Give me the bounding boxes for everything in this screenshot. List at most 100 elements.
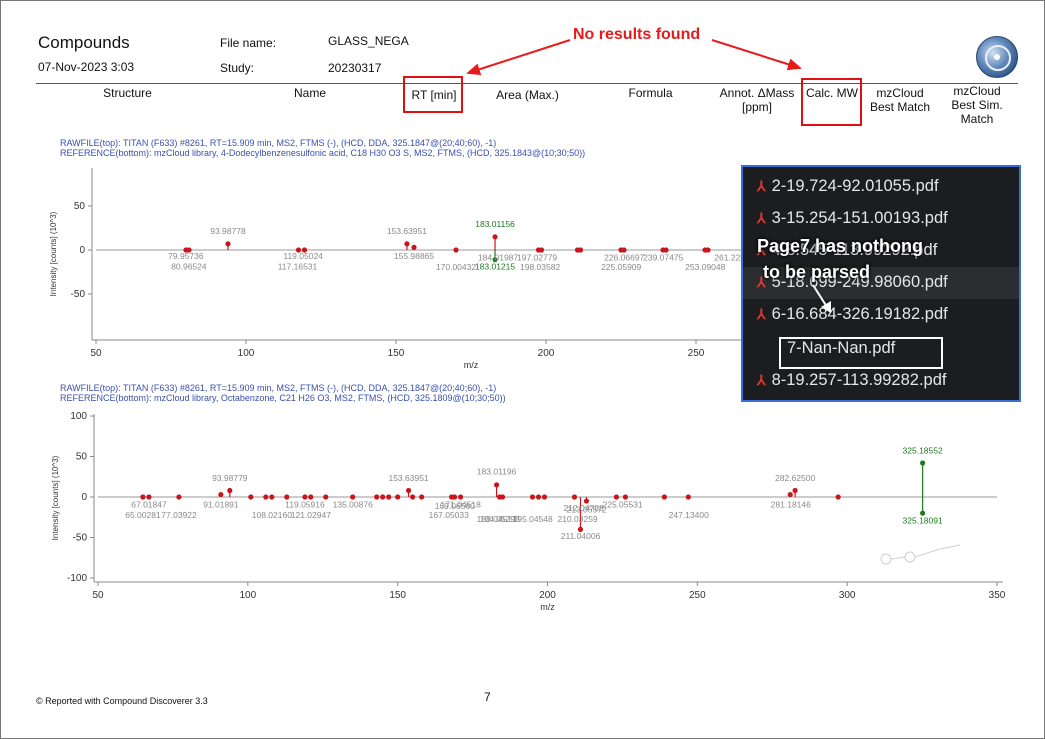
peak-point <box>663 247 669 253</box>
x-axis-label: m/z <box>464 360 479 370</box>
footer-credit: © Reported with Compound Discoverer 3.3 <box>36 696 208 706</box>
structure-chain <box>939 544 961 550</box>
structure-ring <box>880 553 892 565</box>
peak-point <box>263 494 269 500</box>
peak-label: 77.03922 <box>161 510 197 520</box>
peak-point <box>920 460 926 466</box>
peak-label: 135.00876 <box>333 500 373 510</box>
pdf-file-item[interactable]: ⅄7-Nan-Nan.pdf <box>787 339 895 358</box>
col-formula: Formula <box>628 86 673 100</box>
y-tick-label: -50 <box>73 533 88 544</box>
col-structure: Structure <box>103 86 152 100</box>
structure-ring <box>904 551 916 563</box>
peak-label: 169.06560 <box>435 501 475 511</box>
peak-label: 80.96524 <box>171 261 207 271</box>
calc-mw-highlight-box <box>801 78 862 126</box>
peak-label: 183.01156 <box>475 219 515 229</box>
peak-label: 67.01847 <box>131 500 167 510</box>
peak-point <box>140 494 146 500</box>
pdf-file-name: 6-16.684-326.19182.pdf <box>771 305 948 323</box>
peak-point <box>492 234 498 240</box>
peak-point <box>301 247 308 253</box>
peak-label: 117.16531 <box>278 261 318 271</box>
peak-point <box>308 494 314 500</box>
peak-point <box>395 494 401 500</box>
peak-label: 210.03259 <box>557 514 597 524</box>
pdf-file-item[interactable]: ⅄ 8-19.257-113.99282.pdf <box>757 371 947 390</box>
peak-point <box>410 494 416 500</box>
pdf-file-item[interactable]: ⅄ 3-15.254-151.00193.pdf <box>757 209 948 228</box>
x-tick-label: 100 <box>238 348 255 359</box>
x-axis-label: m/z <box>540 602 555 612</box>
peak-point <box>374 494 380 500</box>
pdf-file-item[interactable]: ⅄ 6-16.684-326.19182.pdf <box>757 305 948 324</box>
peak-point <box>538 247 545 253</box>
peak-label: 183.04517 <box>477 514 517 524</box>
peak-point <box>577 247 584 253</box>
peak-label: 79.95736 <box>168 251 204 261</box>
y-tick-label: 100 <box>70 411 87 422</box>
peak-point <box>705 247 711 253</box>
pdf-file-icon: ⅄ <box>757 306 766 322</box>
peak-point <box>404 241 410 247</box>
report-date: 07-Nov-2023 3:03 <box>38 60 135 74</box>
peak-point <box>499 494 506 500</box>
overlay-row-highlight <box>743 267 1019 299</box>
peak-label: 184.05298 <box>480 514 520 524</box>
arrow-to-calc-mw <box>711 39 802 71</box>
spectrum1-reference-line: REFERENCE(bottom): mzCloud library, 4-Do… <box>60 148 586 158</box>
peak-point <box>792 487 798 494</box>
peak-label: 65.00281 <box>125 510 161 520</box>
peak-label: 93.98778 <box>210 226 246 236</box>
col-mzcloud-best-match: mzCloud Best Match <box>869 86 931 114</box>
peak-label: 153.63951 <box>387 226 427 236</box>
spectrum1-rawfile-line: RAWFILE(top): TITAN (F633) #8261, RT=15.… <box>60 138 497 148</box>
peak-point <box>835 494 841 500</box>
peak-label: 247.13400 <box>669 510 709 520</box>
pdf-file-name: 3-15.254-151.00193.pdf <box>771 209 948 227</box>
header-divider <box>36 83 1018 84</box>
peak-point <box>284 494 290 500</box>
peak-label: 121.02947 <box>291 510 331 520</box>
peak-label: 195.04548 <box>513 514 553 524</box>
y-axis-label: Intensity [counts] (10^3) <box>49 211 58 296</box>
structure-chain <box>914 548 941 558</box>
peak-label: 119.05916 <box>285 500 325 510</box>
peak-point <box>622 494 629 500</box>
x-tick-label: 50 <box>90 348 102 359</box>
peak-label: 153.63951 <box>388 473 428 483</box>
y-tick-label: -100 <box>67 573 87 584</box>
page-title: Compounds <box>38 33 130 52</box>
peak-label: 226.06697 <box>604 253 644 263</box>
peak-label: 197.02779 <box>517 253 557 263</box>
peak-point <box>302 494 308 500</box>
peak-label: 155.98865 <box>394 251 434 261</box>
pdf-file-item[interactable]: ⅄ 5-18.699-249.98060.pdf <box>757 273 948 292</box>
y-tick-label: 0 <box>81 492 87 503</box>
peak-point <box>621 247 627 253</box>
y-tick-label: 50 <box>76 452 88 463</box>
peak-point <box>920 510 926 516</box>
peak-label: 225.05531 <box>602 500 642 510</box>
peak-point <box>419 494 425 500</box>
col-area: Area (Max.) <box>496 88 559 102</box>
peak-label: 108.02160 <box>252 510 292 520</box>
peak-label: 212.04788 <box>564 503 604 513</box>
study-value: 20230317 <box>328 61 382 75</box>
x-tick-label: 250 <box>688 348 705 359</box>
pdf-file-item[interactable]: ⅄ 2-19.724-92.01055.pdf <box>757 177 939 196</box>
peak-label: 93.98779 <box>212 473 248 483</box>
peak-label: 261.222 <box>714 253 745 263</box>
peak-point <box>411 244 417 250</box>
peak-label: 184.01987 <box>478 253 518 263</box>
peak-point <box>493 482 500 488</box>
empty-page-highlight-box <box>779 337 943 369</box>
peak-label: 225.05909 <box>601 262 641 272</box>
pdf-file-icon: ⅄ <box>757 274 766 290</box>
peak-point <box>176 494 182 500</box>
peak-point <box>248 494 254 500</box>
pdf-file-item[interactable]: ⅄ 4-8.545-113.99292.pdf <box>757 241 937 260</box>
pdf-file-name: 8-19.257-113.99282.pdf <box>771 371 947 389</box>
